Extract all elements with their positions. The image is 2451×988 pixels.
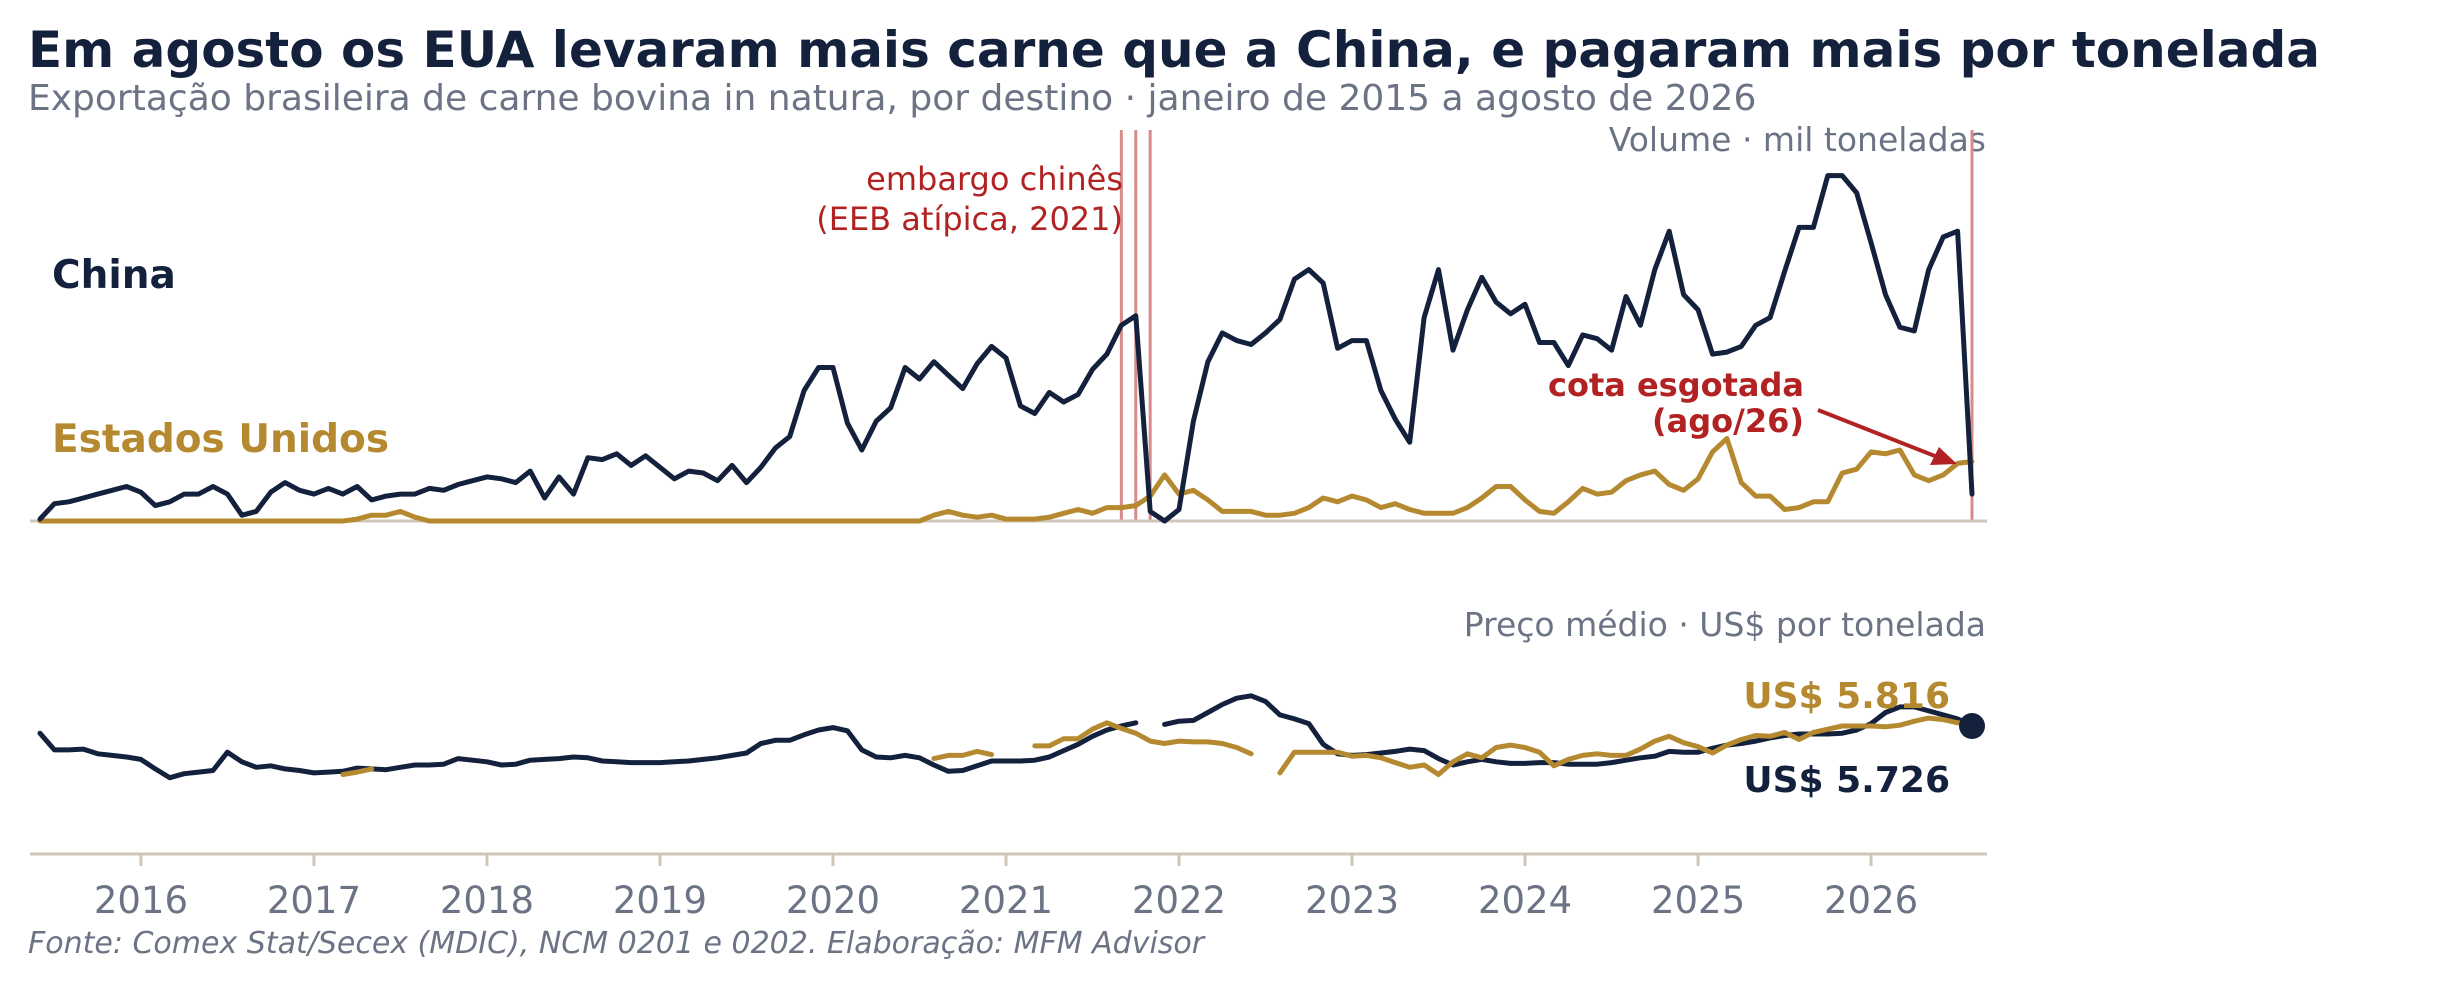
volume-line-eua (37, 436, 1975, 524)
price-line-eua-segment-0 (340, 766, 375, 777)
volume-line-china (37, 173, 1975, 524)
price-line-china-segment-0 (37, 720, 1139, 781)
embargo-annotation-line2: (EEB atípica, 2021) (816, 200, 1123, 238)
x-tick-label-2020: 2020 (786, 879, 880, 922)
price-panel: Preço médio · US$ por tonelada US$ 5.816… (30, 605, 1987, 856)
x-axis: 2016 2017 2018 2019 2020 2021 2022 2023 2024 2025… (94, 854, 1918, 922)
price-line-eua-segment-3 (1277, 715, 1975, 777)
volume-panel: Volume · mil toneladas China Estados Uni… (30, 120, 1987, 524)
price-panel-label: Preço médio · US$ por tonelada (1464, 605, 1986, 644)
x-tick-label-2024: 2024 (1478, 879, 1572, 922)
chart-title: Em agosto os EUA levaram mais carne que … (28, 21, 2320, 79)
x-tick-label-2022: 2022 (1132, 879, 1226, 922)
cota-annotation-line2: (ago/26) (1652, 402, 1804, 440)
x-tick-label-2018: 2018 (440, 879, 534, 922)
volume-series (37, 173, 1975, 524)
price-line-eua-segment-1 (931, 748, 995, 762)
x-tick-label-2025: 2025 (1651, 879, 1745, 922)
cota-annotation-line1: cota esgotada (1548, 366, 1804, 404)
price-endpoint (1959, 713, 1985, 740)
embargo-annotation-line1: embargo chinês (866, 160, 1123, 198)
cota-arrow (1817, 408, 1957, 465)
x-tick-label-2026: 2026 (1824, 879, 1918, 922)
chart-subtitle: Exportação brasileira de carne bovina in… (28, 78, 1756, 119)
source-note: Fonte: Comex Stat/Secex (MDIC), NCM 0201… (28, 926, 1206, 961)
x-tick-label-2019: 2019 (613, 879, 707, 922)
event-lines (1119, 130, 1974, 521)
x-tick-label-2017: 2017 (267, 879, 361, 922)
price-label-china: US$ 5.726 (1743, 760, 1950, 801)
price-line-china-segment-1 (1162, 693, 1975, 768)
price-label-eua: US$ 5.816 (1743, 676, 1950, 717)
x-tick-label-2021: 2021 (959, 879, 1053, 922)
price-series (37, 693, 1975, 781)
legend-label-china: China (52, 253, 176, 298)
x-tick-label-2023: 2023 (1305, 879, 1399, 922)
price-line-eua-segment-2 (1032, 720, 1254, 757)
price-endpoint-dot (1959, 713, 1985, 740)
volume-panel-label: Volume · mil toneladas (1609, 120, 1986, 159)
x-tick-label-2016: 2016 (94, 879, 188, 922)
legend-label-eua: Estados Unidos (52, 417, 389, 462)
